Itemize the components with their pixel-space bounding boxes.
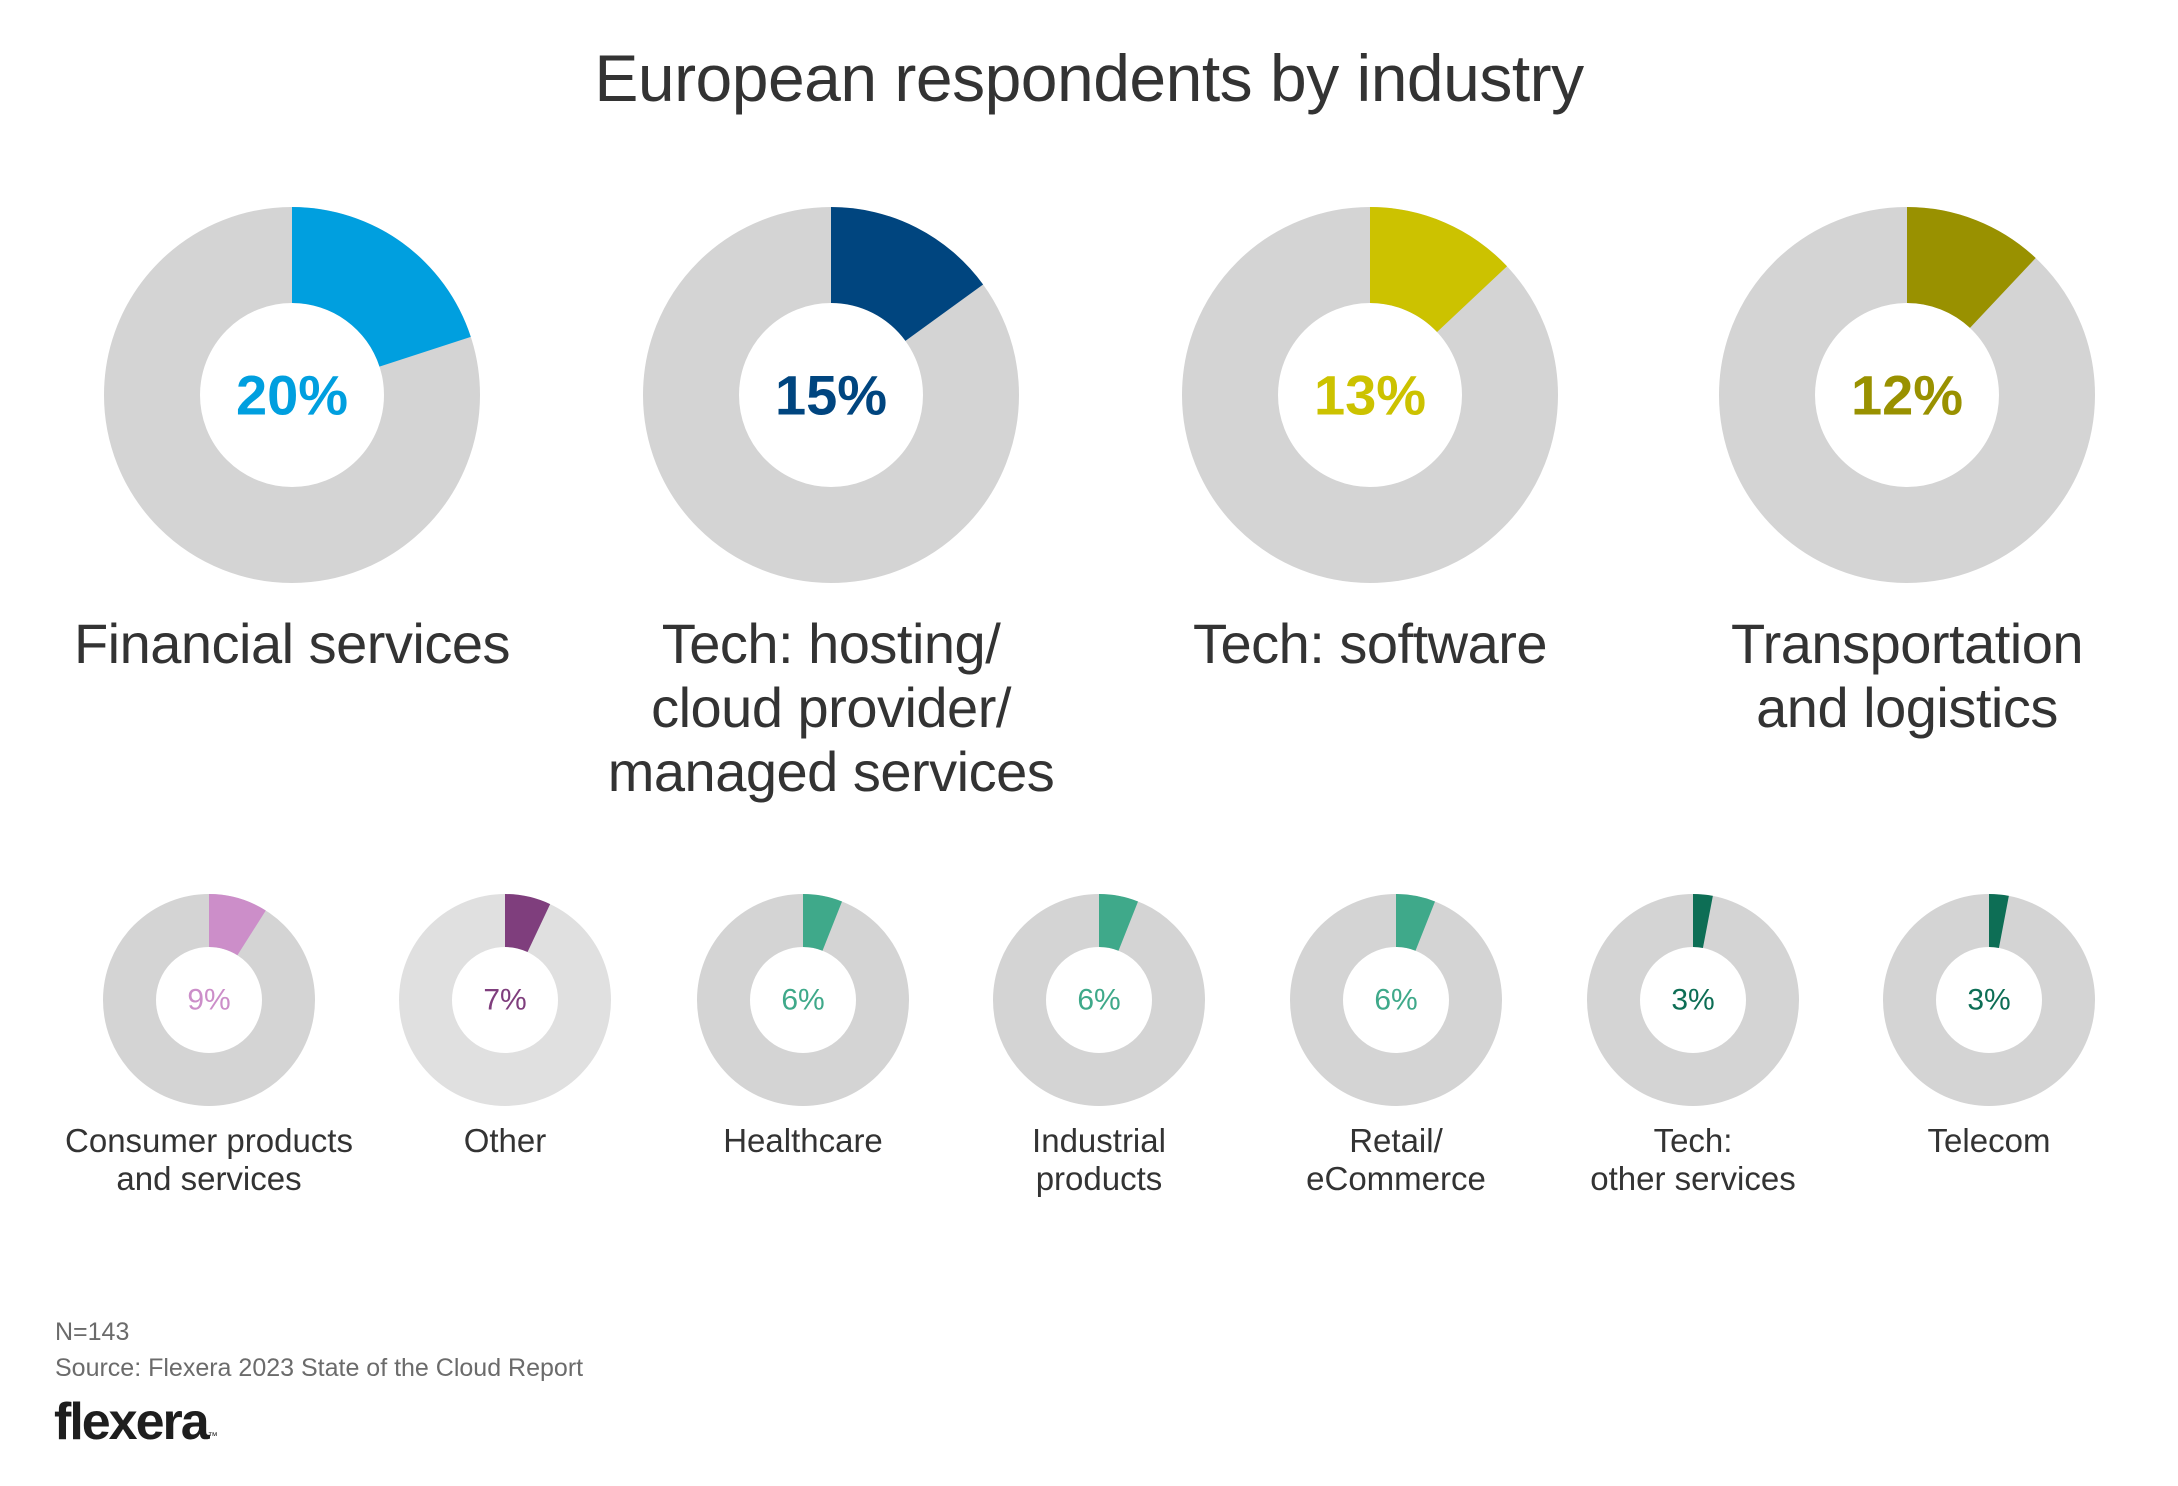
donut-retail-ecommerce: 6% xyxy=(1290,894,1502,1106)
category-label-line: Industrial xyxy=(1032,1122,1166,1159)
category-label-line: Retail/ xyxy=(1349,1122,1443,1159)
category-label-line: eCommerce xyxy=(1306,1160,1486,1197)
data-label-retail-ecommerce: 6% xyxy=(1374,984,1417,1017)
category-label-tech-hosting-cloud-provider-managed-services: Tech: hosting/cloud provider/managed ser… xyxy=(561,612,1101,804)
category-label-line: Other xyxy=(463,1122,547,1159)
donut-slice-transportation-and-logistics xyxy=(1907,207,2036,328)
chart-title: European respondents by industry xyxy=(594,41,1584,115)
category-label-line: other services xyxy=(1590,1160,1796,1197)
data-label-financial-services: 20% xyxy=(236,364,348,427)
trademark-mark: ™ xyxy=(207,1431,218,1442)
donut-slice-consumer-products-and-services xyxy=(209,894,266,956)
donut-telecom: 3% xyxy=(1883,894,2095,1106)
category-label-line: Tech: software xyxy=(1192,612,1548,675)
logo-text: flexera xyxy=(54,1393,210,1451)
category-label-line: managed services xyxy=(607,740,1055,803)
donut-slice-tech-hosting-cloud-provider-managed-services xyxy=(831,207,984,341)
category-label-line: products xyxy=(1035,1160,1163,1197)
category-label-financial-services: Financial services xyxy=(22,612,562,676)
category-label-tech-software: Tech: software xyxy=(1100,612,1640,676)
category-label-retail-ecommerce: Retail/eCommerce xyxy=(1246,1122,1546,1198)
donut-slice-tech-software xyxy=(1370,207,1508,333)
donut-healthcare: 6% xyxy=(697,894,909,1106)
category-label-line: and logistics xyxy=(1756,676,2058,739)
data-label-consumer-products-and-services: 9% xyxy=(187,984,230,1017)
data-label-tech-other-services: 3% xyxy=(1671,984,1714,1017)
source-note: Source: Flexera 2023 State of the Cloud … xyxy=(55,1354,584,1382)
category-label-telecom: Telecom xyxy=(1839,1122,2139,1160)
sample-size-note: N=143 xyxy=(55,1318,130,1346)
donut-transportation-and-logistics: 12% xyxy=(1719,207,2095,583)
donut-slice-healthcare xyxy=(803,894,843,951)
donut-tech-hosting-cloud-provider-managed-services: 15% xyxy=(643,207,1019,583)
data-label-telecom: 3% xyxy=(1967,984,2010,1017)
donut-tech-software: 13% xyxy=(1182,207,1558,583)
category-label-line: Financial services xyxy=(73,612,511,675)
category-label-line: Telecom xyxy=(1927,1122,2051,1159)
category-label-line: Healthcare xyxy=(723,1122,883,1159)
donut-slice-retail-ecommerce xyxy=(1396,894,1436,951)
donut-slice-telecom xyxy=(1989,894,2009,948)
data-label-transportation-and-logistics: 12% xyxy=(1851,364,1963,427)
category-label-line: Consumer products xyxy=(65,1122,353,1159)
donut-industrial-products: 6% xyxy=(993,894,1205,1106)
data-label-healthcare: 6% xyxy=(781,984,824,1017)
donut-tech-other-services: 3% xyxy=(1587,894,1799,1106)
donut-financial-services: 20% xyxy=(104,207,480,583)
donut-slice-tech-other-services xyxy=(1693,894,1713,948)
category-label-line: Tech: xyxy=(1653,1122,1733,1159)
category-label-industrial-products: Industrial products xyxy=(949,1122,1249,1198)
data-label-industrial-products: 6% xyxy=(1077,984,1120,1017)
donut-slice-industrial-products xyxy=(1099,894,1139,951)
data-label-other: 7% xyxy=(483,984,526,1017)
category-label-line: Transportation xyxy=(1731,612,2084,675)
category-label-line: Tech: hosting/ xyxy=(661,612,1001,675)
category-label-consumer-products-and-services: Consumer products and services xyxy=(59,1122,359,1198)
donut-other: 7% xyxy=(399,894,611,1106)
flexera-logo: flexera™ xyxy=(54,1392,218,1452)
donut-slice-financial-services xyxy=(292,207,471,367)
donut-slice-other xyxy=(505,894,551,953)
category-label-line: and services xyxy=(116,1160,302,1197)
data-label-tech-hosting-cloud-provider-managed-services: 15% xyxy=(775,364,887,427)
category-label-line: cloud provider/ xyxy=(651,676,1011,739)
category-label-healthcare: Healthcare xyxy=(653,1122,953,1160)
category-label-other: Other xyxy=(355,1122,655,1160)
category-label-tech-other-services: Tech: other services xyxy=(1543,1122,1843,1198)
category-label-transportation-and-logistics: Transportation and logistics xyxy=(1637,612,2177,740)
data-label-tech-software: 13% xyxy=(1314,364,1426,427)
donut-consumer-products-and-services: 9% xyxy=(103,894,315,1106)
